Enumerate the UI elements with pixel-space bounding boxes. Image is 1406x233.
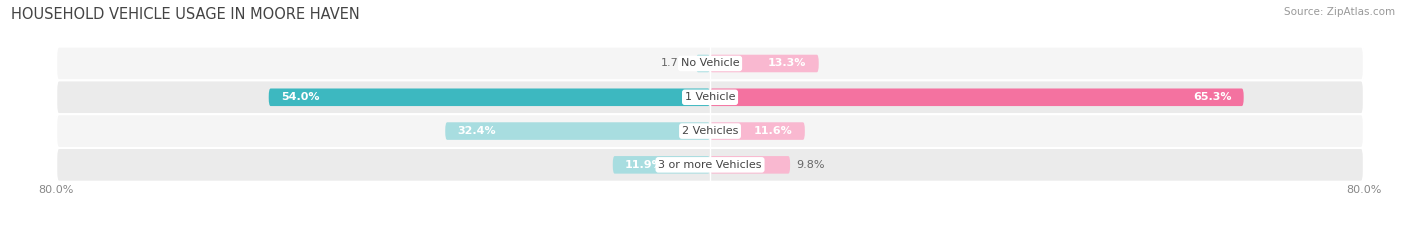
Text: 11.9%: 11.9%	[626, 160, 664, 170]
FancyBboxPatch shape	[56, 148, 1364, 182]
FancyBboxPatch shape	[446, 122, 710, 140]
Text: 54.0%: 54.0%	[281, 92, 319, 102]
FancyBboxPatch shape	[710, 156, 790, 174]
FancyBboxPatch shape	[710, 55, 818, 72]
FancyBboxPatch shape	[56, 80, 1364, 114]
FancyBboxPatch shape	[710, 89, 1244, 106]
Text: 11.6%: 11.6%	[754, 126, 793, 136]
Text: 13.3%: 13.3%	[768, 58, 807, 69]
FancyBboxPatch shape	[269, 89, 710, 106]
Text: 65.3%: 65.3%	[1192, 92, 1232, 102]
FancyBboxPatch shape	[56, 47, 1364, 80]
Text: 32.4%: 32.4%	[457, 126, 496, 136]
Text: 2 Vehicles: 2 Vehicles	[682, 126, 738, 136]
FancyBboxPatch shape	[696, 55, 710, 72]
Text: 1 Vehicle: 1 Vehicle	[685, 92, 735, 102]
FancyBboxPatch shape	[56, 114, 1364, 148]
Text: Source: ZipAtlas.com: Source: ZipAtlas.com	[1284, 7, 1395, 17]
Text: 1.7%: 1.7%	[661, 58, 689, 69]
Text: 3 or more Vehicles: 3 or more Vehicles	[658, 160, 762, 170]
FancyBboxPatch shape	[710, 122, 804, 140]
Text: 9.8%: 9.8%	[797, 160, 825, 170]
FancyBboxPatch shape	[613, 156, 710, 174]
Text: HOUSEHOLD VEHICLE USAGE IN MOORE HAVEN: HOUSEHOLD VEHICLE USAGE IN MOORE HAVEN	[11, 7, 360, 22]
Text: No Vehicle: No Vehicle	[681, 58, 740, 69]
